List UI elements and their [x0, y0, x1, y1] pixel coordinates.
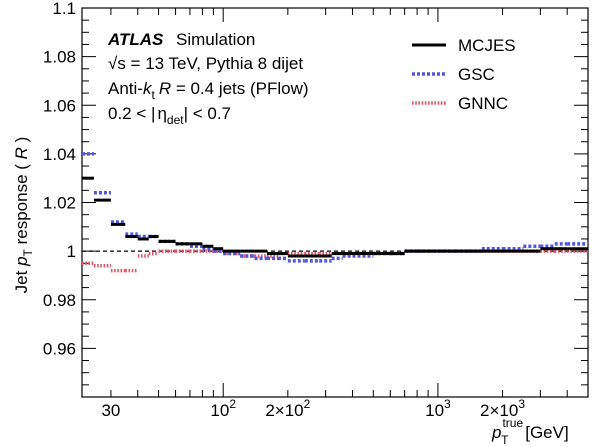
eta-range-prefix: 0.2 < | — [108, 104, 155, 123]
series-mcjes — [82, 176, 588, 258]
x-tick-label: 103 — [425, 397, 451, 420]
legend-label-gnnc: GNNC — [458, 94, 508, 113]
legend: MCJES GSC GNNC — [412, 36, 516, 113]
jet-definition-prefix: Anti- — [108, 79, 143, 98]
x-tick-label-exp: 3 — [518, 397, 525, 411]
y-tick-label: 0.98 — [43, 291, 76, 310]
jet-definition-r: R — [159, 79, 171, 98]
series-layer — [82, 152, 588, 273]
x-title-p: p — [491, 423, 501, 442]
eta-range-label: 0.2 < | ηdet| < 0.7 — [108, 104, 231, 127]
y-tick-label: 1.1 — [52, 0, 76, 18]
legend-label-gsc: GSC — [458, 65, 495, 84]
x-tick-label: 30 — [101, 401, 120, 420]
y-title-close: ) — [12, 137, 31, 147]
x-tick-label-exp: 3 — [444, 397, 451, 411]
y-axis-title: Jet pT response ( R ) — [12, 137, 35, 294]
x-axis-title: ptrue T [GeV] — [491, 416, 569, 447]
eta-subscript: det — [167, 113, 184, 127]
x-title-unit: [GeV] — [521, 423, 569, 442]
eta-symbol: η — [157, 104, 166, 123]
x-title-sup: true — [502, 416, 523, 430]
x-tick-label: 2×103 — [480, 397, 525, 420]
y-tick-label: 1.04 — [43, 145, 76, 164]
y-tick-label: 1.08 — [43, 48, 76, 67]
atlas-label: ATLAS — [107, 30, 164, 49]
y-tick-label: 0.96 — [43, 339, 76, 358]
jet-definition-suffix: = 0.4 jets (PFlow) — [171, 79, 308, 98]
energy-label: √s = 13 TeV, Pythia 8 dijet — [108, 54, 303, 73]
x-tick-label: 102 — [210, 397, 236, 420]
x-tick-label-base: 2×10 — [265, 401, 303, 420]
x-tick-label-exp: 2 — [304, 397, 311, 411]
y-tick-label: 1.06 — [43, 96, 76, 115]
y-title-sub: T — [21, 248, 35, 256]
legend-label-mcjes: MCJES — [458, 36, 516, 55]
x-title-sub: T — [501, 433, 509, 447]
x-tick-label-exp: 2 — [229, 397, 236, 411]
y-title-r: R — [12, 147, 31, 159]
y-title-pre: Jet — [12, 266, 31, 293]
y-title-p: p — [12, 256, 31, 266]
jet-definition-t: t — [151, 88, 155, 102]
jet-definition-label: Anti-kt R = 0.4 jets (PFlow) — [108, 79, 309, 102]
x-tick-label-base: 10 — [210, 401, 229, 420]
series-gsc — [82, 152, 588, 263]
x-tick-label: 2×102 — [265, 397, 310, 420]
x-tick-label-base: 10 — [425, 401, 444, 420]
annotation-block: ATLAS Simulation √s = 13 TeV, Pythia 8 d… — [107, 30, 309, 127]
y-tick-label: 1.02 — [43, 194, 76, 213]
simulation-label: Simulation — [176, 30, 255, 49]
jet-definition-k: k — [143, 79, 153, 98]
y-title-post: response ( — [12, 159, 31, 249]
eta-range-suffix: | < 0.7 — [184, 104, 231, 123]
y-tick-label: 1 — [67, 242, 76, 261]
x-tick-label-base: 2×10 — [480, 401, 518, 420]
